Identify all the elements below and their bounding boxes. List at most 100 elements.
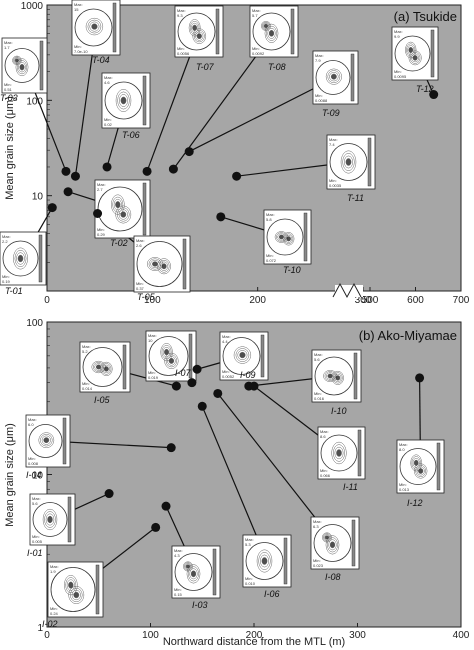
inset-max-label: Max: bbox=[148, 333, 157, 338]
data-point-t-02 bbox=[63, 187, 73, 197]
inset-max-label: Max: bbox=[174, 548, 183, 553]
density-contour bbox=[14, 58, 19, 63]
density-contour bbox=[233, 346, 252, 364]
inset-max-value: 10 bbox=[148, 338, 153, 343]
inset-max-label: Max: bbox=[82, 344, 91, 349]
sample-label: I-07 bbox=[175, 368, 192, 378]
density-contour bbox=[45, 513, 55, 526]
pole-figure-circle bbox=[315, 60, 351, 95]
pole-figure-circle bbox=[394, 35, 431, 72]
density-contour bbox=[117, 91, 130, 110]
density-contour bbox=[111, 194, 125, 215]
density-contour bbox=[192, 28, 207, 44]
inset-min-value: 0.37 bbox=[136, 286, 145, 291]
density-contour bbox=[278, 234, 284, 240]
inset-min-value: 0.29 bbox=[97, 232, 106, 237]
inset-max-value: 5.7 bbox=[252, 13, 258, 18]
sample-label: T-05 bbox=[137, 292, 156, 302]
sample-label: T-08 bbox=[268, 62, 286, 72]
density-contour bbox=[115, 89, 132, 112]
inset-max-value: 2.2 bbox=[2, 239, 8, 244]
sample-label: I-08 bbox=[325, 572, 341, 582]
inset-frame bbox=[174, 5, 224, 58]
density-contour bbox=[324, 535, 330, 540]
leader-line bbox=[188, 76, 336, 153]
inset-min-value: 0.008 bbox=[28, 461, 39, 466]
colorbar bbox=[353, 352, 358, 400]
inset-min-label: Min: bbox=[50, 606, 58, 611]
pole-figure-circle bbox=[222, 337, 261, 375]
density-contour bbox=[42, 508, 58, 531]
inset-min-value: 0.072 bbox=[266, 258, 277, 263]
colorbar bbox=[212, 548, 217, 596]
data-point-i-08 bbox=[213, 388, 223, 398]
colorbar bbox=[351, 519, 356, 567]
density-contour bbox=[408, 47, 414, 53]
pole-figure-circle bbox=[177, 12, 216, 51]
sample-label: I-01 bbox=[27, 548, 43, 558]
inset-max-value: 4.4 bbox=[222, 339, 228, 344]
density-contour bbox=[412, 55, 418, 61]
density-contour bbox=[119, 94, 128, 107]
inset-t-01: Max:2.2 Min:0.19 T-01 bbox=[0, 231, 47, 296]
inset-min-value: 0.013 bbox=[399, 487, 410, 492]
density-contour bbox=[340, 150, 357, 174]
density-contour bbox=[68, 581, 74, 589]
density-contour bbox=[327, 373, 333, 379]
sample-label: T-12 bbox=[416, 84, 434, 94]
inset-i-03: Max:4.3 Min:0.15 I-03 bbox=[171, 545, 221, 610]
density-contour bbox=[118, 209, 128, 220]
sample-label: I-05 bbox=[94, 395, 111, 405]
density-contour bbox=[411, 53, 419, 63]
density-contour bbox=[71, 589, 81, 601]
axis-break-gap bbox=[335, 285, 363, 297]
inset-min-label: Min: bbox=[394, 69, 402, 74]
data-point-i-06 bbox=[197, 401, 207, 411]
density-contour bbox=[117, 207, 130, 222]
inset-max-value: 7.4 bbox=[329, 142, 335, 147]
density-contour bbox=[92, 362, 105, 372]
inset-max-value: 9.9 bbox=[394, 34, 400, 39]
y-tick-label-tsukide: 10 bbox=[32, 192, 44, 203]
density-contour bbox=[331, 441, 347, 465]
density-contour bbox=[91, 23, 98, 30]
density-contour bbox=[325, 68, 342, 85]
pole-figure-circle bbox=[320, 434, 358, 472]
inset-max-label: Max: bbox=[222, 334, 231, 339]
pole-figure-circle bbox=[82, 347, 123, 387]
colorbar bbox=[215, 8, 220, 55]
inset-max-value: 2.6 bbox=[136, 243, 142, 248]
density-contour bbox=[323, 534, 331, 541]
density-contour bbox=[342, 153, 355, 171]
density-contour bbox=[85, 17, 104, 36]
density-contour bbox=[261, 21, 270, 30]
inset-t-08: Max:5.7 Min:0.0092 T-08 bbox=[249, 5, 299, 72]
data-point-i-01 bbox=[104, 489, 114, 499]
data-point-i-04 bbox=[166, 443, 176, 453]
density-contour bbox=[235, 348, 250, 362]
density-contour bbox=[183, 561, 193, 572]
density-contour bbox=[333, 444, 345, 462]
pole-figure-circle bbox=[74, 8, 113, 47]
data-point-t-11 bbox=[232, 171, 242, 181]
inset-min-label: Min: bbox=[314, 391, 322, 396]
data-point-i-12 bbox=[415, 373, 425, 383]
inset-max-label: Max: bbox=[313, 519, 322, 524]
density-contour bbox=[405, 41, 417, 59]
inset-min-label: Min: bbox=[266, 253, 274, 258]
inset-min-value: 0.0035 bbox=[329, 183, 342, 188]
density-contour bbox=[282, 232, 295, 246]
inset-min-value: 0.0056 bbox=[177, 51, 190, 56]
x-tick-label-ako: 100 bbox=[142, 630, 159, 641]
pole-figure-circle bbox=[148, 336, 189, 376]
inset-min-value: 0.0052 bbox=[222, 374, 235, 379]
data-point-t-09 bbox=[184, 147, 194, 157]
pole-figure-circle bbox=[32, 502, 68, 537]
inset-max-value: 4.6 bbox=[104, 80, 110, 85]
data-point-i-09 bbox=[192, 364, 202, 374]
sample-label: T-02 bbox=[110, 238, 128, 248]
density-contour bbox=[120, 211, 127, 218]
inset-i-10: Max:5.6 Min:0.016 I-10 bbox=[311, 349, 362, 416]
density-contour bbox=[190, 570, 197, 578]
